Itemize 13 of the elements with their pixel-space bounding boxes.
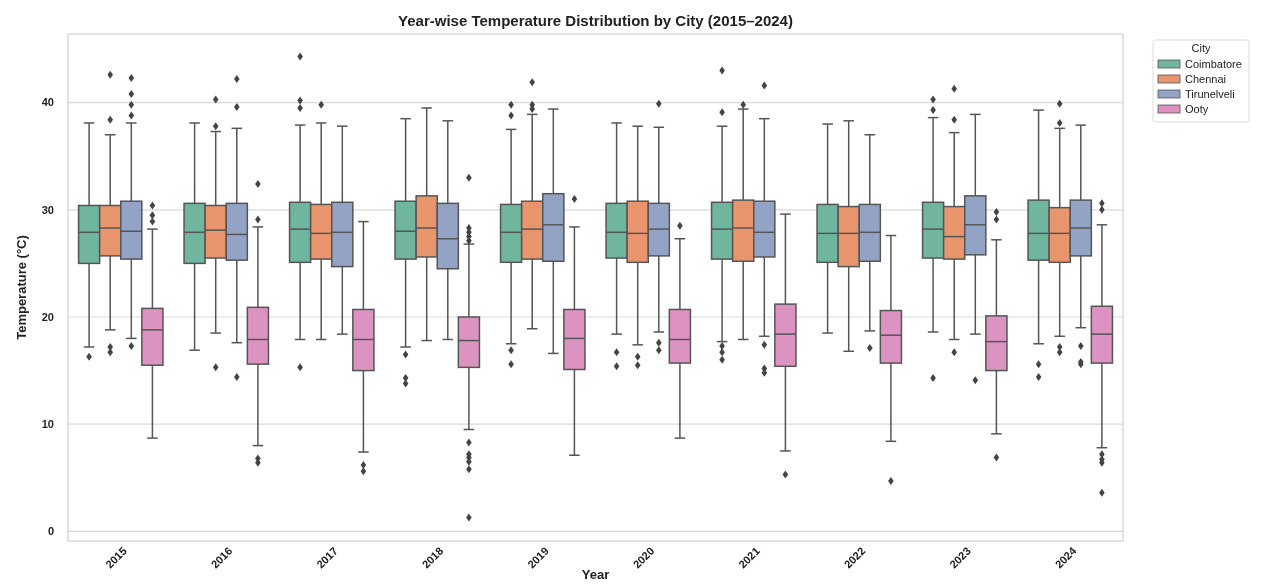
y-tick-label: 40 (41, 96, 54, 109)
y-tick-label: 30 (41, 203, 54, 216)
y-axis-title: Temperature (°C) (14, 235, 29, 340)
legend-label: Tirunelveli (1185, 87, 1235, 100)
y-tick-label: 0 (47, 525, 54, 538)
legend-label: Chennai (1185, 72, 1226, 85)
legend-label: Coimbatore (1185, 57, 1242, 70)
y-tick-label: 20 (41, 310, 54, 323)
x-axis-title: Year (581, 567, 610, 582)
y-tick-label: 10 (41, 418, 54, 431)
legend-label: Ooty (1185, 102, 1209, 115)
legend-title: City (1191, 42, 1211, 54)
chart-title: Year-wise Temperature Distribution by City (2015–2024) (398, 12, 793, 29)
